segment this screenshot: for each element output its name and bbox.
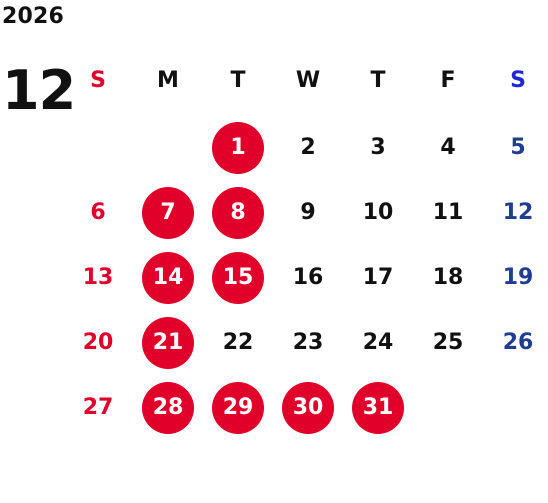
day-cell: 7 bbox=[138, 183, 198, 243]
day-cell: 23 bbox=[278, 313, 338, 373]
day-number: 10 bbox=[362, 200, 394, 225]
day-number: 25 bbox=[432, 330, 464, 355]
day-cell: 24 bbox=[348, 313, 408, 373]
day-cell: 26 bbox=[488, 313, 548, 373]
day-number: 4 bbox=[440, 135, 456, 160]
day-cell: 25 bbox=[418, 313, 478, 373]
weekday-tuesday: T bbox=[230, 67, 246, 93]
day-number: 12 bbox=[502, 200, 534, 225]
day-number: 20 bbox=[82, 330, 114, 355]
weekday-thursday: T bbox=[370, 67, 386, 93]
day-cell: 16 bbox=[278, 248, 338, 308]
day-cell: 2 bbox=[278, 118, 338, 178]
weekday-saturday: S bbox=[510, 67, 526, 93]
weekday-wednesday: W bbox=[295, 67, 321, 93]
days-grid: 1 2 3 4 5 6 7 8 9 10 11 12 13 14 15 16 17 18 19 20 21 22 23 24 2… bbox=[68, 118, 533, 448]
day-number: 9 bbox=[300, 200, 316, 225]
day-cell: 14 bbox=[138, 248, 198, 308]
day-cell: 13 bbox=[68, 248, 128, 308]
day-cell: 31 bbox=[348, 378, 408, 438]
highlighted-day-number: 8 bbox=[212, 187, 264, 239]
month-label: 12 bbox=[2, 59, 76, 122]
day-number: 3 bbox=[370, 135, 386, 160]
day-number: 23 bbox=[292, 330, 324, 355]
day-number: 26 bbox=[502, 330, 534, 355]
day-cell: 5 bbox=[488, 118, 548, 178]
day-number: 11 bbox=[432, 200, 464, 225]
day-cell: 12 bbox=[488, 183, 548, 243]
weekday-friday: F bbox=[440, 67, 456, 93]
day-cell: 30 bbox=[278, 378, 338, 438]
weekday-monday: M bbox=[157, 67, 179, 93]
highlighted-day-number: 1 bbox=[212, 122, 264, 174]
highlighted-day-number: 31 bbox=[352, 382, 404, 434]
day-cell: 10 bbox=[348, 183, 408, 243]
day-cell: 17 bbox=[348, 248, 408, 308]
day-cell: 19 bbox=[488, 248, 548, 308]
day-cell: 22 bbox=[208, 313, 268, 373]
year-label: 2026 bbox=[2, 4, 65, 29]
day-number: 5 bbox=[510, 135, 526, 160]
day-number: 16 bbox=[292, 265, 324, 290]
day-cell: 3 bbox=[348, 118, 408, 178]
day-cell: 15 bbox=[208, 248, 268, 308]
highlighted-day-number: 7 bbox=[142, 187, 194, 239]
day-number: 22 bbox=[222, 330, 254, 355]
day-cell: 6 bbox=[68, 183, 128, 243]
weekday-sunday: S bbox=[90, 67, 106, 93]
day-number: 19 bbox=[502, 265, 534, 290]
day-cell: 27 bbox=[68, 378, 128, 438]
day-number: 2 bbox=[300, 135, 316, 160]
day-cell: 20 bbox=[68, 313, 128, 373]
day-cell: 18 bbox=[418, 248, 478, 308]
day-cell: 11 bbox=[418, 183, 478, 243]
day-cell: 4 bbox=[418, 118, 478, 178]
highlighted-day-number: 21 bbox=[142, 317, 194, 369]
day-number: 24 bbox=[362, 330, 394, 355]
highlighted-day-number: 30 bbox=[282, 382, 334, 434]
day-number: 6 bbox=[90, 200, 106, 225]
weekday-header-row: S M T W T F S bbox=[68, 48, 526, 113]
day-number: 18 bbox=[432, 265, 464, 290]
highlighted-day-number: 28 bbox=[142, 382, 194, 434]
day-cell: 9 bbox=[278, 183, 338, 243]
highlighted-day-number: 29 bbox=[212, 382, 264, 434]
day-number: 17 bbox=[362, 265, 394, 290]
highlighted-day-number: 14 bbox=[142, 252, 194, 304]
day-cell: 21 bbox=[138, 313, 198, 373]
day-cell: 8 bbox=[208, 183, 268, 243]
day-number: 13 bbox=[82, 265, 114, 290]
highlighted-day-number: 15 bbox=[212, 252, 264, 304]
day-cell: 28 bbox=[138, 378, 198, 438]
day-number: 27 bbox=[82, 395, 114, 420]
day-cell: 1 bbox=[208, 118, 268, 178]
day-cell: 29 bbox=[208, 378, 268, 438]
